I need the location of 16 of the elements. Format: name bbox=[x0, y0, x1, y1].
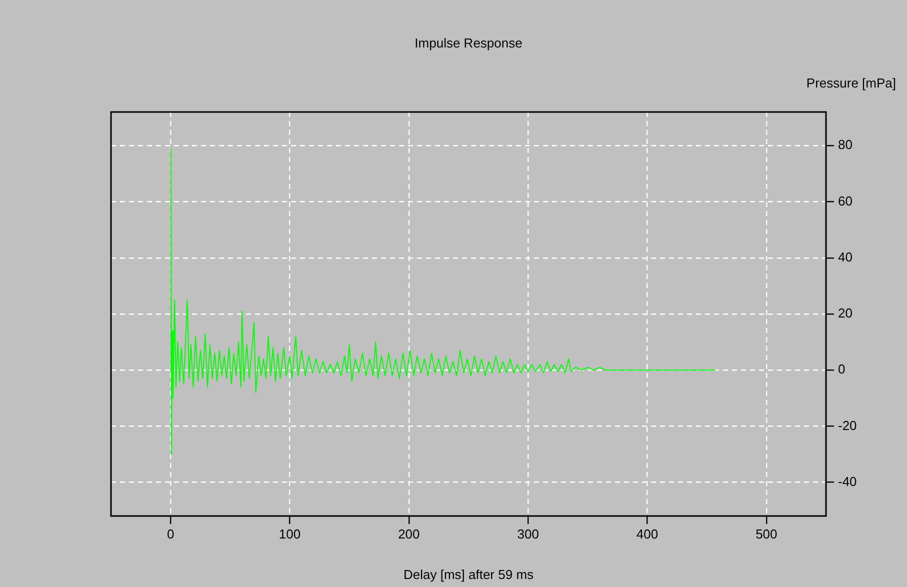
y-tick-label: -40 bbox=[838, 474, 857, 489]
y-tick-label: 0 bbox=[838, 362, 846, 377]
y-tick-label: -20 bbox=[838, 418, 857, 433]
x-tick-label: 300 bbox=[517, 526, 539, 542]
x-tick-label: 400 bbox=[636, 526, 658, 542]
y-tick-label: 60 bbox=[838, 193, 852, 208]
x-tick-label: 500 bbox=[756, 526, 778, 542]
chart-title: Impulse Response bbox=[414, 36, 522, 51]
y-tick-label: 80 bbox=[838, 137, 852, 152]
y-tick-label: 20 bbox=[838, 306, 852, 321]
x-axis-title: Delay [ms] after 59 ms bbox=[403, 566, 534, 582]
y-tick-label: 40 bbox=[838, 249, 852, 264]
x-tick-label: 100 bbox=[278, 526, 301, 542]
x-tick-label: 0 bbox=[166, 526, 174, 542]
x-tick-label: 200 bbox=[398, 526, 420, 542]
y-axis-title: Pressure [mPa] bbox=[806, 76, 896, 91]
